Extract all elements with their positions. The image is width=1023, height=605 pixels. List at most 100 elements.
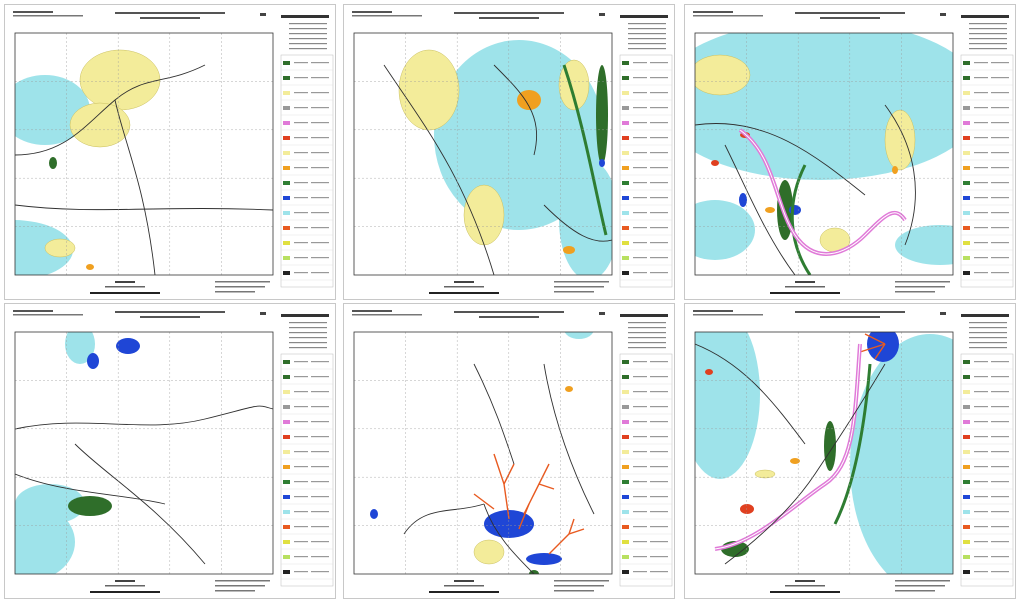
legend-text-mark — [650, 361, 668, 363]
caption-text-mark — [554, 281, 609, 283]
legend-text-mark — [294, 436, 308, 438]
legend-text-mark — [974, 227, 988, 229]
legend-text-mark — [991, 257, 1009, 259]
header-text-mark — [13, 314, 83, 316]
legend-text-mark — [289, 322, 327, 324]
legend-text-mark — [974, 496, 988, 498]
legend-text-mark — [650, 376, 668, 378]
legend-text-mark — [991, 122, 1009, 124]
header-text-mark — [115, 311, 225, 313]
legend-swatch — [283, 136, 290, 140]
legend-text-mark — [294, 406, 308, 408]
road-line — [483, 503, 535, 574]
legend-swatch — [963, 405, 970, 409]
legend-text-mark — [311, 526, 329, 528]
legend-text-mark — [311, 212, 329, 214]
map-sheet-svg — [693, 310, 1014, 593]
legend-swatch — [963, 375, 970, 379]
legend-swatch — [963, 121, 970, 125]
map-sheet-svg — [693, 11, 1014, 294]
map-sheet — [343, 4, 675, 300]
legend-swatch — [283, 151, 290, 155]
legend-text-mark — [294, 257, 308, 259]
legend-text-mark — [650, 511, 668, 513]
map-sheet — [684, 4, 1016, 300]
legend-swatch — [622, 121, 629, 125]
water-body-blue — [739, 193, 747, 207]
legend-text-mark — [991, 406, 1009, 408]
legend-text-mark — [991, 107, 1009, 109]
river-line — [859, 343, 886, 353]
legend-text-mark — [311, 451, 329, 453]
road-line — [114, 99, 156, 275]
legend-text-mark — [974, 511, 988, 513]
legend-text-mark — [991, 227, 1009, 229]
legend-text-mark — [633, 526, 647, 528]
header-text-mark — [820, 316, 880, 318]
legend-text-mark — [991, 272, 1009, 274]
legend-title-mark — [620, 15, 668, 18]
legend-text-mark — [633, 361, 647, 363]
legend-text-mark — [633, 511, 647, 513]
legend-text-mark — [974, 376, 988, 378]
legend-text-mark — [633, 77, 647, 79]
legend-text-mark — [294, 272, 308, 274]
river-line — [518, 503, 530, 530]
legend-text-mark — [991, 182, 1009, 184]
agricultural-area — [398, 49, 460, 131]
caption-text-mark — [895, 580, 950, 582]
legend-text-mark — [633, 496, 647, 498]
caption-text-mark — [895, 291, 935, 293]
legend-text-mark — [289, 337, 327, 339]
road-line — [473, 363, 515, 465]
legend-swatch — [622, 555, 629, 559]
legend-text-mark — [650, 406, 668, 408]
legend-text-mark — [311, 122, 329, 124]
legend-text-mark — [633, 212, 647, 214]
legend-text-mark — [311, 466, 329, 468]
legend-text-mark — [294, 556, 308, 558]
water-area — [895, 225, 953, 265]
legend-text-mark — [650, 421, 668, 423]
water-body-blue — [526, 553, 562, 565]
legend-text-mark — [974, 152, 988, 154]
legend-text-mark — [969, 28, 1007, 30]
water-body-blue — [370, 509, 378, 519]
legend-text-mark — [650, 466, 668, 468]
legend-text-mark — [289, 38, 327, 40]
legend-swatch — [283, 375, 290, 379]
legend-text-mark — [991, 511, 1009, 513]
legend-text-mark — [991, 152, 1009, 154]
legend-text-mark — [969, 337, 1007, 339]
legend-text-mark — [650, 541, 668, 543]
legend-text-mark — [628, 43, 666, 45]
legend-text-mark — [991, 212, 1009, 214]
legend-text-mark — [311, 77, 329, 79]
legend-swatch — [283, 510, 290, 514]
water-area — [65, 332, 95, 364]
map-sheet-svg — [13, 310, 334, 593]
legend-swatch — [963, 76, 970, 80]
header-text-mark — [13, 15, 83, 17]
agricultural-area — [463, 184, 505, 246]
map-frame — [694, 331, 954, 575]
legend-swatch — [622, 61, 629, 65]
legend-text-mark — [633, 541, 647, 543]
legend-text-mark — [311, 272, 329, 274]
river-line — [874, 343, 886, 360]
legend-text-mark — [974, 77, 988, 79]
legend-swatch — [622, 196, 629, 200]
legend-text-mark — [991, 197, 1009, 199]
legend-swatch — [622, 510, 629, 514]
legend-text-mark — [633, 62, 647, 64]
legend-text-mark — [650, 556, 668, 558]
legend-swatch — [622, 226, 629, 230]
legend-text-mark — [969, 332, 1007, 334]
legend-text-mark — [974, 451, 988, 453]
legend-text-mark — [294, 511, 308, 513]
header-text-mark — [693, 15, 763, 17]
header-text-mark — [352, 314, 422, 316]
legend-text-mark — [974, 571, 988, 573]
legend-text-mark — [628, 33, 666, 35]
legend-swatch — [622, 525, 629, 529]
